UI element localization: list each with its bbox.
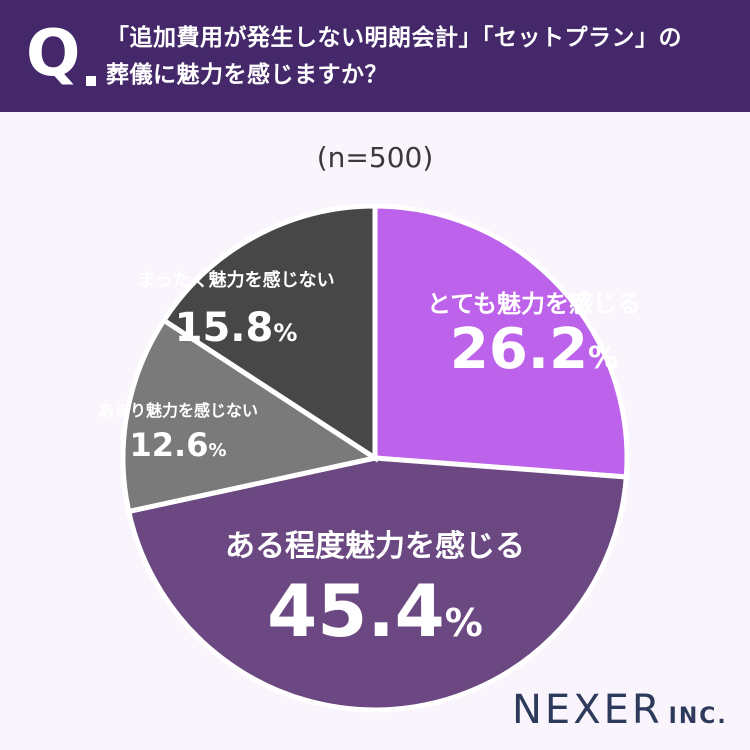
slice-category-label: ある程度魅力を感じる bbox=[225, 529, 525, 564]
slice-value-unit: % bbox=[445, 601, 483, 645]
slice-category-label: とても魅力を感じる bbox=[427, 290, 641, 318]
slice-category-label: まったく魅力を感じない bbox=[137, 269, 334, 291]
slice-category-label: あまり魅力を感じない bbox=[98, 401, 258, 420]
question-header: Q 「追加費用が発生しない明朗会計」「セットプラン」の 葬儀に魅力を感じますか？ bbox=[0, 0, 750, 112]
logo-name: NEXER bbox=[512, 687, 663, 733]
pie-slice-very-attractive bbox=[372, 203, 630, 480]
pie-slice-not-at-all-attractive bbox=[160, 203, 378, 463]
slice-value-label: 45.4% bbox=[267, 569, 483, 653]
nexer-logo: NEXER INC. bbox=[512, 688, 728, 739]
question-line-2: 葬儀に魅力を感じますか？ bbox=[106, 62, 388, 88]
logo-suffix: INC. bbox=[668, 704, 728, 729]
slice-value-label: 15.8% bbox=[175, 305, 298, 351]
slice-value-number: 26.2 bbox=[450, 317, 588, 382]
slice-value-number: 15.8 bbox=[175, 305, 274, 351]
slice-value-unit: % bbox=[208, 440, 226, 461]
sample-size-label: (n=500) bbox=[316, 141, 434, 174]
pie-slice-somewhat-attractive bbox=[125, 455, 629, 713]
slice-value-unit: % bbox=[588, 341, 618, 376]
slice-value-number: 45.4 bbox=[267, 569, 445, 653]
slice-value-number: 12.6 bbox=[130, 426, 209, 464]
q-mark: Q bbox=[26, 17, 81, 91]
slice-value-label: 12.6% bbox=[130, 426, 227, 464]
question-line-1: 「追加費用が発生しない明朗会計」「セットプラン」の bbox=[106, 25, 682, 51]
slice-value-unit: % bbox=[273, 319, 297, 347]
q-dot-decoration bbox=[86, 76, 96, 86]
question-text: 「追加費用が発生しない明朗会計」「セットプラン」の 葬儀に魅力を感じますか？ bbox=[106, 20, 736, 94]
slice-value-label: 26.2% bbox=[450, 317, 618, 382]
pie-slice-not-very-attractive bbox=[120, 316, 382, 515]
